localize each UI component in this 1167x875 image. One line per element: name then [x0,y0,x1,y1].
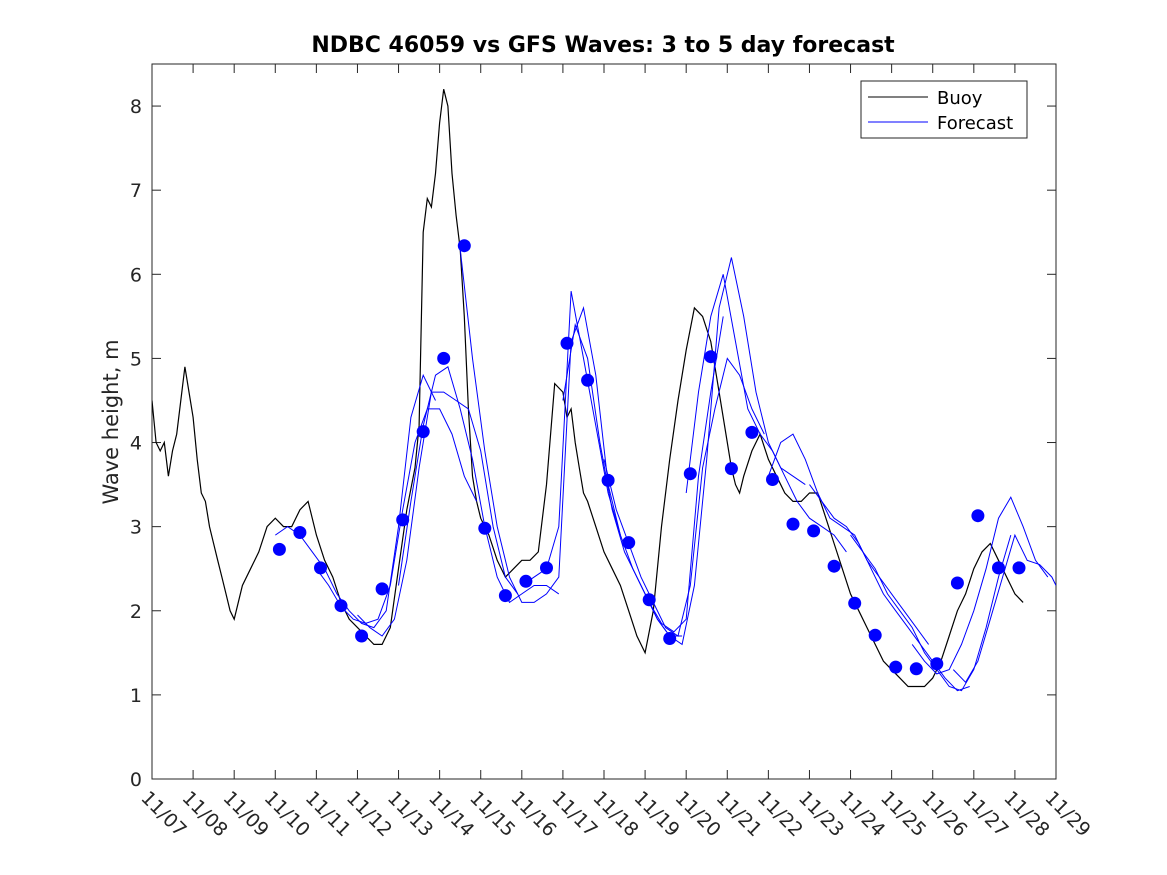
forecast-marker [786,517,800,531]
forecast-marker [293,526,307,539]
y-tick-label: 6 [130,264,142,286]
forecast-marker [581,373,595,387]
forecast-marker [766,473,779,486]
forecast-marker [540,561,553,575]
y-tick-label: 7 [130,180,142,202]
forecast-marker [375,582,389,596]
forecast-marker [724,462,738,476]
forecast-marker [560,336,574,350]
forecast-series-line [911,496,1049,675]
forecast-series-line [603,357,765,637]
forecast-marker [909,662,923,676]
forecast-marker [355,629,369,643]
forecast-marker [498,589,512,603]
buoy-series-line [152,89,1024,688]
forecast-marker [745,425,759,439]
y-tick-label: 5 [130,348,142,370]
legend: Buoy Forecast [860,80,1028,139]
forecast-series-line [357,391,519,637]
forecast-marker [478,521,492,535]
legend-box [860,80,1028,139]
forecast-series-line [952,533,1056,684]
forecast-marker [601,473,615,487]
forecast-marker [807,524,821,538]
forecast-series-line [850,534,1012,692]
forecast-marker [704,350,718,364]
forecast-marker [992,561,1005,575]
y-tick-label: 4 [130,433,142,455]
forecast-marker [314,561,327,575]
legend-forecast-label: Forecast [937,113,1013,134]
forecast-marker [848,596,862,610]
forecast-marker [396,513,410,527]
y-axis-label: Wave height, m [99,339,123,504]
forecast-marker [642,593,656,607]
forecast-marker [272,542,286,556]
y-tick-label: 1 [130,685,142,707]
y-tick-label: 2 [130,601,142,623]
forecast-series-line [767,433,930,645]
forecast-marker [437,351,451,365]
forecast-series-line [685,274,847,553]
y-tick-label: 0 [130,769,142,791]
y-tick-label: 3 [130,517,142,539]
forecast-marker [971,509,985,523]
forecast-marker [868,628,882,642]
chart-title: NDBC 46059 vs GFS Waves: 3 to 5 day fore… [311,33,895,58]
forecast-series-line [459,249,621,603]
forecast-marker [519,574,533,588]
forecast-series-line [809,484,970,692]
forecast-marker [827,559,841,573]
forecast-series-line [562,316,724,633]
legend-buoy-label: Buoy [937,88,983,109]
forecast-marker [416,425,430,439]
forecast-marker [683,467,697,481]
data-layer [152,89,1056,692]
forecast-series-line [398,366,560,604]
forecast-marker [950,576,964,590]
y-tick-label: 8 [130,96,142,118]
forecast-marker [457,239,471,253]
forecast-marker [1012,561,1026,575]
forecast-marker [889,660,903,674]
forecast-marker [622,536,636,550]
forecast-marker [663,632,677,645]
forecast-marker [334,599,348,613]
forecast-marker [930,657,944,671]
